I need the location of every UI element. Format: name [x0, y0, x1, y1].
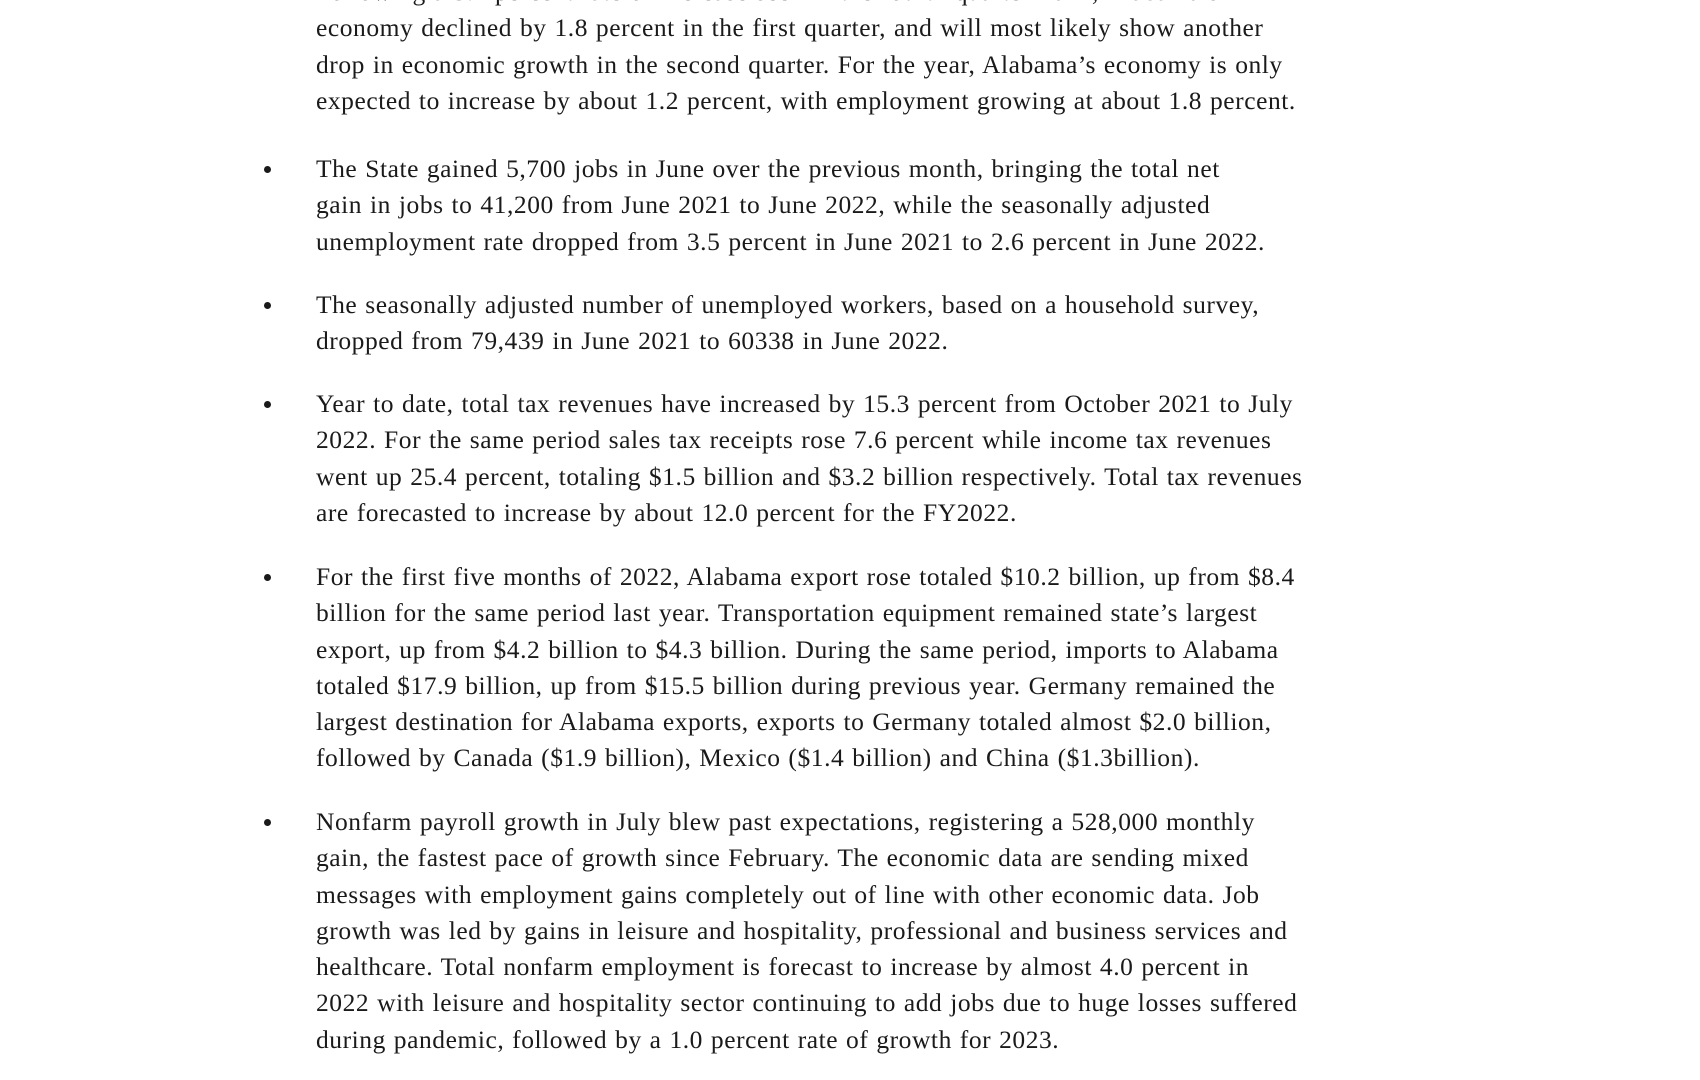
- paragraph-line: For the first five months of 2022, Alaba…: [316, 562, 1295, 591]
- paragraph-line: Year to date, total tax revenues have in…: [316, 389, 1293, 418]
- paragraph-line: gain, the fastest pace of growth since F…: [316, 843, 1249, 873]
- paragraph-line: went up 25.4 percent, totaling $1.5 bill…: [316, 461, 1303, 491]
- bullet-icon: [264, 401, 271, 408]
- bullet-paragraph: The State gained 5,700 jobs in June over…: [264, 151, 1456, 260]
- paragraph-line: healthcare. Total nonfarm employment is …: [316, 952, 1250, 982]
- bullet-paragraph: The seasonally adjusted number of unempl…: [264, 287, 1456, 360]
- bullet-icon: [264, 166, 271, 173]
- paragraph-line: Nonfarm payroll growth in July blew past…: [316, 807, 1255, 836]
- paragraph-line: unemployment rate dropped from 3.5 perce…: [316, 226, 1265, 256]
- paragraph-line: are forecasted to increase by about 12.0…: [316, 497, 1017, 527]
- paragraph-line: expected to increase by about 1.2 percen…: [316, 85, 1296, 115]
- paragraph-line: gain in jobs to 41,200 from June 2021 to…: [316, 190, 1211, 220]
- paragraph-line: totaled $17.9 billion, up from $15.5 bil…: [316, 670, 1276, 700]
- bullet-paragraph: Following a 5.7 percent rate of increase…: [316, 0, 1456, 119]
- paragraph-line: 2022 with leisure and hospitality sector…: [316, 988, 1298, 1018]
- paragraph-line: during pandemic, followed by a 1.0 perce…: [316, 1024, 1060, 1054]
- bullet-icon: [264, 819, 271, 826]
- bullet-icon: [264, 574, 271, 581]
- paragraph-line: economy declined by 1.8 percent in the f…: [316, 13, 1264, 43]
- bullet-icon: [264, 302, 271, 309]
- paragraph-line: billion for the same period last year. T…: [316, 598, 1258, 628]
- paragraph-line: The State gained 5,700 jobs in June over…: [316, 154, 1220, 183]
- bullet-paragraph: For the first five months of 2022, Alaba…: [264, 559, 1456, 777]
- paragraph-line: dropped from 79,439 in June 2021 to 6033…: [316, 326, 949, 356]
- paragraph-line: largest destination for Alabama exports,…: [316, 707, 1272, 737]
- paragraph-line: drop in economic growth in the second qu…: [316, 49, 1283, 79]
- bullet-paragraph: Year to date, total tax revenues have in…: [264, 386, 1456, 531]
- bullet-paragraph: Nonfarm payroll growth in July blew past…: [264, 804, 1456, 1058]
- paragraph-line: The seasonally adjusted number of unempl…: [316, 290, 1260, 319]
- paragraph-line: messages with employment gains completel…: [316, 879, 1260, 909]
- paragraph-line: Following a 5.7 percent rate of increase…: [316, 0, 1456, 10]
- paragraph-line: 2022. For the same period sales tax rece…: [316, 425, 1272, 455]
- paragraph-line: growth was led by gains in leisure and h…: [316, 915, 1288, 945]
- paragraph-line: export, up from $4.2 billion to $4.3 bil…: [316, 634, 1279, 664]
- paragraph-line: followed by Canada ($1.9 billion), Mexic…: [316, 743, 1200, 773]
